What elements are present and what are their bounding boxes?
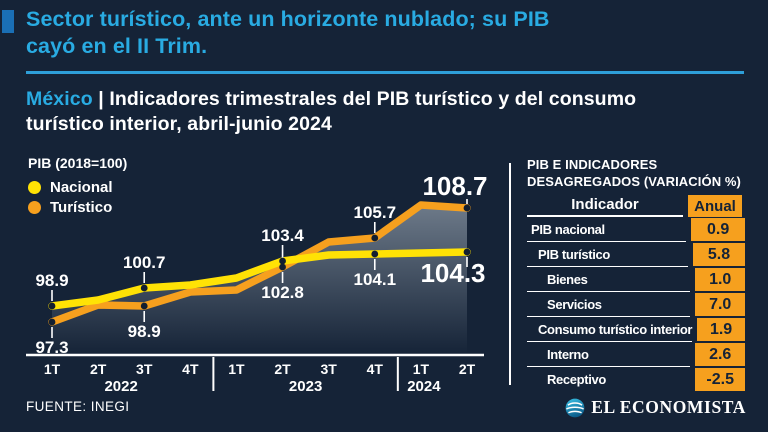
indicators-table: PIB E INDICADORES DESAGREGADOS (VARIACIÓ… xyxy=(527,156,745,392)
data-point-dot xyxy=(140,302,148,310)
header-divider xyxy=(26,71,744,74)
annual-value: 1.9 xyxy=(697,318,745,341)
tick-label: 1T xyxy=(44,361,61,377)
value-label: 104.1 xyxy=(354,270,397,289)
section-divider xyxy=(509,163,511,385)
value-label: 97.3 xyxy=(35,338,68,357)
annual-value: 1.0 xyxy=(695,268,745,291)
page-title: Sector turístico, ante un horizonte nubl… xyxy=(26,7,550,58)
nacional-swatch-icon xyxy=(28,180,41,194)
subtitle-text: Indicadores trimestrales del PIB turísti… xyxy=(26,88,637,136)
annual-value: 2.6 xyxy=(695,343,745,366)
subtitle-country: México xyxy=(26,88,93,110)
data-point-dot xyxy=(48,318,56,326)
turístico-line xyxy=(48,201,471,326)
value-label: 104.3 xyxy=(420,258,485,288)
year-label: 2022 xyxy=(104,378,137,395)
indicator-label: PIB nacional xyxy=(527,217,687,242)
header-accent-square xyxy=(2,10,14,33)
table-row: Consumo turístico interior 1.9 xyxy=(527,317,745,342)
chart-subtitle: México | Indicadores trimestrales del PI… xyxy=(26,87,756,138)
data-point-dot xyxy=(371,234,379,242)
tick-label: 3T xyxy=(136,361,153,377)
table-row: Servicios 7.0 xyxy=(527,292,745,317)
globe-icon xyxy=(565,398,585,417)
tick-label: 4T xyxy=(367,361,384,377)
year-label: 2023 xyxy=(289,378,322,395)
table-row: Bienes 1.0 xyxy=(527,267,745,292)
tick-label: 4T xyxy=(182,361,199,377)
table-row: Interno 2.6 xyxy=(527,342,745,367)
legend-item-nacional: Nacional xyxy=(28,177,127,197)
y-axis-title: PIB (2018=100) xyxy=(28,155,128,171)
tick-label: 3T xyxy=(320,361,337,377)
value-label: 98.9 xyxy=(128,322,161,341)
brand-logo: EL ECONOMISTA xyxy=(565,397,746,418)
table-row: PIB turístico 5.8 xyxy=(527,242,745,267)
legend-label-nacional: Nacional xyxy=(50,178,113,196)
data-point-dot xyxy=(371,250,379,258)
indicator-label: PIB turístico xyxy=(527,242,689,267)
annual-value: -2.5 xyxy=(695,368,745,391)
annual-value: 7.0 xyxy=(695,293,745,316)
chart-legend: PIB (2018=100) Nacional Turístico xyxy=(28,155,127,217)
indicator-label: Consumo turístico interior xyxy=(527,317,692,342)
brand-name: EL ECONOMISTA xyxy=(591,397,746,417)
subtitle-separator: | xyxy=(92,88,110,110)
annual-value: 0.9 xyxy=(691,218,745,241)
data-point-dot xyxy=(279,263,286,271)
tick-label: 1T xyxy=(228,361,245,377)
value-label: 108.7 xyxy=(422,171,487,201)
value-label: 103.4 xyxy=(261,226,304,245)
table-title-line1: PIB E INDICADORES xyxy=(527,157,658,172)
column-header-indicator: Indicador xyxy=(527,195,683,217)
tick-label: 1T xyxy=(413,361,430,377)
data-point-dot xyxy=(140,284,148,292)
annual-value: 5.8 xyxy=(693,243,745,266)
indicator-label: Servicios xyxy=(527,292,691,317)
turistico-swatch-icon xyxy=(28,200,41,214)
table-title-line2: DESAGREGADOS (VARIACIÓN %) xyxy=(527,174,741,189)
table-body: PIB nacional 0.9 PIB turístico 5.8 Bienes 1.0… xyxy=(527,217,745,392)
indicator-label: Bienes xyxy=(527,267,691,292)
legend-item-turistico: Turístico xyxy=(28,197,127,217)
data-point-dot xyxy=(463,248,471,256)
data-point-dot xyxy=(463,204,471,212)
tick-label: 2T xyxy=(459,361,476,377)
data-point-dot xyxy=(279,257,286,265)
value-label: 102.8 xyxy=(261,283,304,302)
tick-label: 2T xyxy=(90,361,107,377)
indicator-label: Interno xyxy=(527,342,691,367)
legend-label-turistico: Turístico xyxy=(50,198,113,216)
table-row: Receptivo -2.5 xyxy=(527,367,745,392)
indicator-label: Receptivo xyxy=(547,372,606,387)
source-note: FUENTE: INEGI xyxy=(26,399,130,414)
nacional-line xyxy=(48,248,471,310)
table-row: PIB nacional 0.9 xyxy=(527,217,745,242)
tick-label: 2T xyxy=(274,361,291,377)
value-label: 98.9 xyxy=(35,271,68,290)
column-header-annual: Anual xyxy=(688,195,742,217)
year-label: 2024 xyxy=(407,378,441,395)
value-label: 100.7 xyxy=(123,253,166,272)
table-header-row: Indicador Anual xyxy=(527,195,745,217)
data-point-dot xyxy=(48,302,56,310)
value-label: 105.7 xyxy=(354,203,397,222)
